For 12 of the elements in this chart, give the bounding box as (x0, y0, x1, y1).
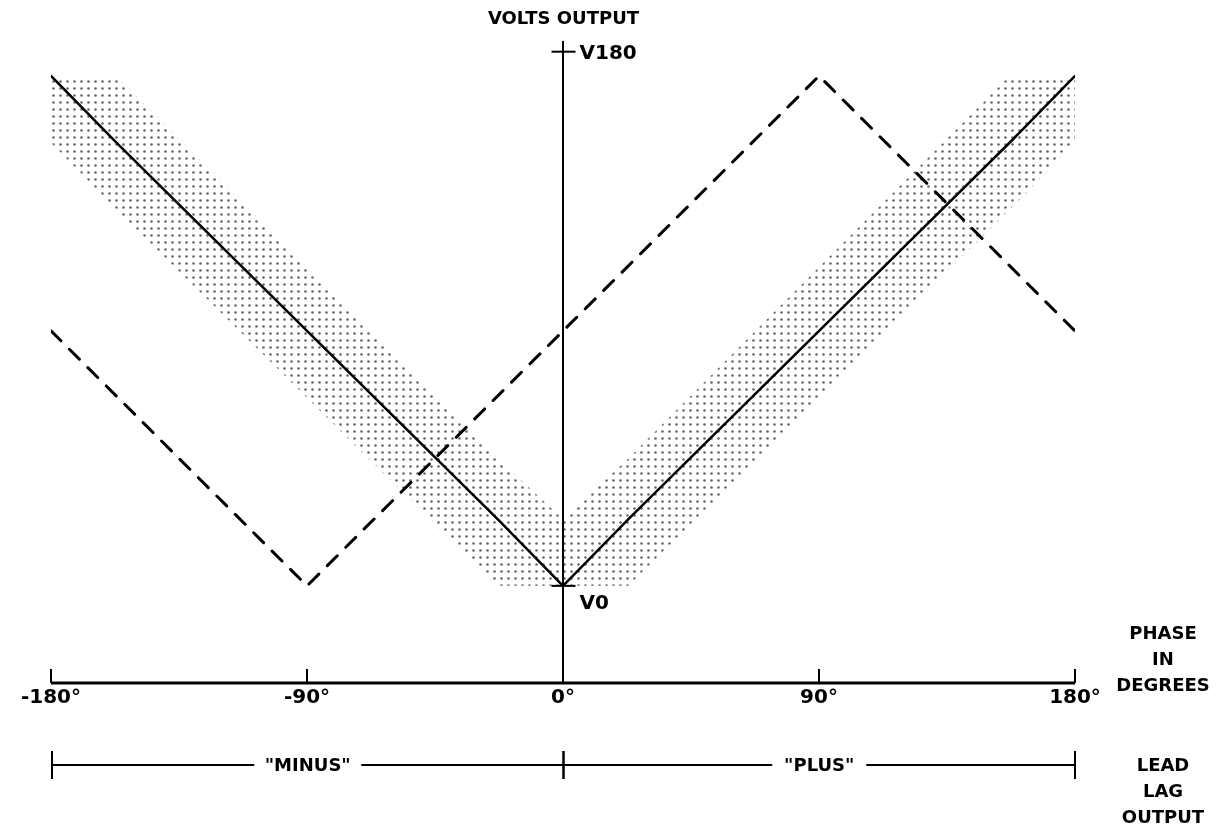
x-tick-label: -90° (283, 684, 331, 709)
text: LEAD LAG OUTPUT (1121, 754, 1205, 827)
x-tick-label: -180° (20, 684, 82, 709)
y-axis-title: VOLTS OUTPUT (487, 7, 640, 28)
annotation: V180 (579, 39, 637, 64)
text: "MINUS" (264, 754, 351, 776)
x-tick-label: 0° (551, 684, 575, 709)
x-tick-label: 90° (800, 684, 838, 709)
annotation: V0 (579, 589, 609, 614)
x-axis-title: PHASE IN DEGREES (1116, 622, 1210, 695)
x-tick-label: 180° (1049, 684, 1101, 709)
text: "PLUS" (784, 754, 855, 776)
